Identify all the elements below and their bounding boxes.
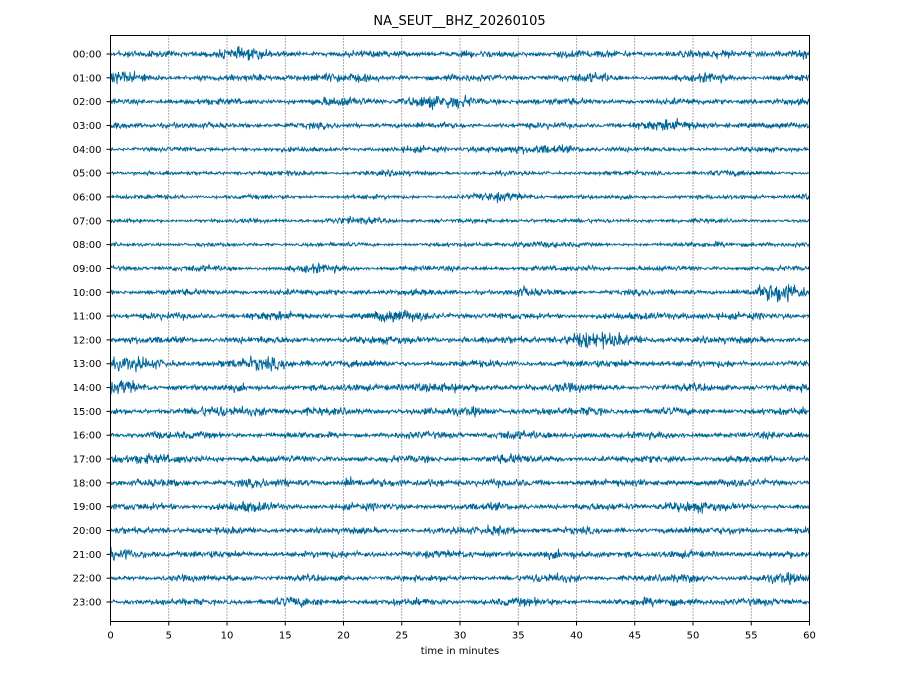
y-tick-label: 10:00 [73, 288, 102, 299]
x-axis: 0 5 10 15 20 25 30 35 40 45 50 55 60 [107, 621, 816, 642]
y-tick-label: 05:00 [73, 169, 102, 180]
trace-row-0100 [110, 70, 810, 85]
y-tick-label: 23:00 [73, 598, 102, 609]
y-tick-label: 17:00 [73, 455, 102, 466]
y-tick-label: 12:00 [73, 335, 102, 346]
y-tick-label: 00:00 [73, 50, 102, 61]
y-axis: 00:00 01:00 02:00 03:00 04:00 05:00 06:00 07:00… [73, 50, 111, 609]
trace-row-0400 [110, 144, 810, 155]
x-tick-label: 40 [570, 631, 583, 642]
trace-row-1900 [110, 500, 810, 514]
y-tick-label: 11:00 [73, 312, 102, 323]
y-tick-label: 16:00 [73, 431, 102, 442]
x-tick-label: 55 [745, 631, 758, 642]
x-tick-label: 5 [166, 631, 172, 642]
trace-row-1500 [110, 405, 810, 418]
trace-row-2000 [110, 524, 810, 536]
trace-row-2200 [110, 572, 810, 586]
chart-title: NA_SEUT__BHZ_20260105 [373, 14, 545, 29]
trace-row-0600 [110, 191, 810, 204]
x-axis-label: time in minutes [421, 646, 500, 657]
trace-row-2300 [110, 595, 810, 608]
x-tick-label: 20 [337, 631, 350, 642]
y-tick-label: 03:00 [73, 121, 102, 132]
x-tick-label: 35 [512, 631, 525, 642]
trace-row-0900 [110, 261, 810, 275]
x-tick-label: 15 [279, 631, 292, 642]
x-tick-label: 0 [107, 631, 113, 642]
x-tick-label: 25 [395, 631, 408, 642]
y-tick-label: 19:00 [73, 502, 102, 513]
trace-row-1200 [110, 331, 810, 350]
trace-row-1400 [110, 380, 810, 395]
trace-row-1700 [110, 452, 810, 465]
trace-row-0000 [110, 45, 810, 61]
y-tick-label: 07:00 [73, 216, 102, 227]
x-tick-label: 45 [628, 631, 641, 642]
trace-row-0500 [110, 168, 810, 178]
x-tick-label: 50 [687, 631, 700, 642]
y-tick-label: 20:00 [73, 526, 102, 537]
y-tick-label: 18:00 [73, 478, 102, 489]
y-tick-label: 08:00 [73, 240, 102, 251]
trace-row-1100 [110, 309, 810, 324]
y-tick-label: 02:00 [73, 97, 102, 108]
trace-row-1800 [110, 476, 810, 489]
y-tick-label: 14:00 [73, 383, 102, 394]
y-tick-label: 04:00 [73, 145, 102, 156]
trace-row-0300 [110, 117, 810, 131]
y-tick-label: 13:00 [73, 359, 102, 370]
x-tick-label: 10 [221, 631, 234, 642]
y-tick-label: 21:00 [73, 550, 102, 561]
y-tick-label: 09:00 [73, 264, 102, 275]
x-tick-label: 60 [803, 631, 816, 642]
y-tick-label: 15:00 [73, 407, 102, 418]
trace-row-0800 [110, 240, 810, 249]
trace-row-0200 [110, 94, 810, 111]
trace-row-1300 [110, 355, 810, 373]
y-tick-label: 06:00 [73, 192, 102, 203]
trace-row-1000 [110, 284, 810, 303]
trace-row-1600 [110, 430, 810, 441]
y-tick-label: 22:00 [73, 574, 102, 585]
trace-row-0700 [110, 215, 810, 225]
x-tick-label: 30 [454, 631, 467, 642]
y-tick-label: 01:00 [73, 73, 102, 84]
traces [110, 45, 810, 608]
trace-row-2100 [110, 546, 810, 562]
